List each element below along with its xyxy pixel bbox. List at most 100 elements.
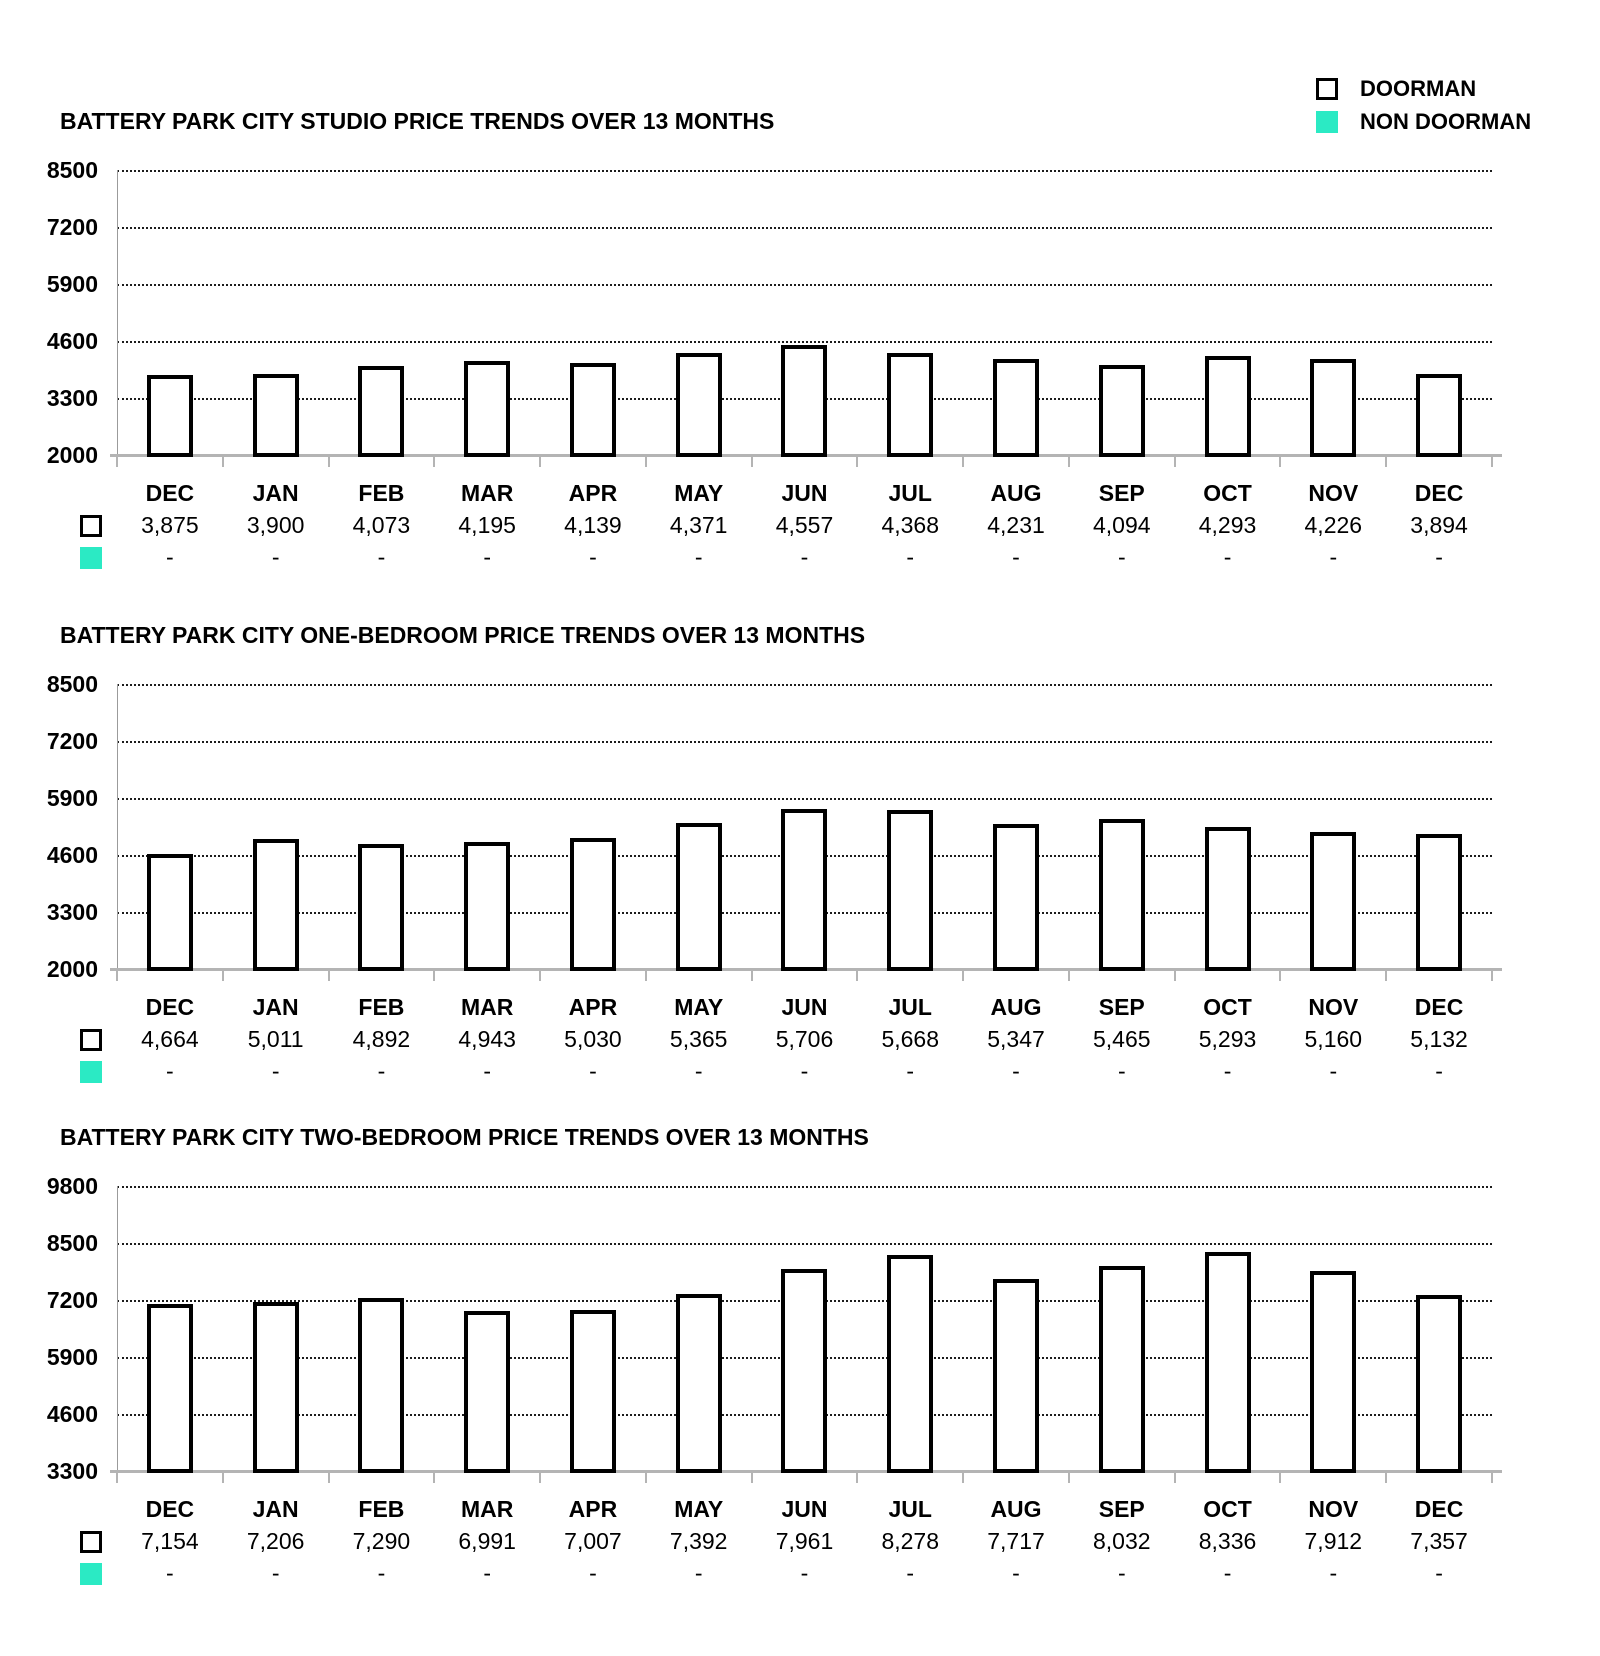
x-axis-tick xyxy=(1279,456,1281,467)
month-label-row-cell: DEC xyxy=(145,994,195,1020)
gridline xyxy=(117,227,1492,229)
non-doorman-row-marker-icon xyxy=(80,1061,102,1083)
non-doorman-value-row-cell: - xyxy=(483,1058,492,1084)
x-axis-tick xyxy=(1491,456,1493,467)
x-axis-tick xyxy=(328,970,330,981)
bar-column xyxy=(1280,684,1386,971)
doorman-bar xyxy=(1416,374,1463,457)
bar-column xyxy=(223,684,329,971)
bar-column xyxy=(1069,684,1175,971)
y-axis-tick-label: 2000 xyxy=(46,956,98,982)
doorman-value-row-cell: 5,365 xyxy=(669,1026,728,1052)
doorman-value-row-cell: 8,278 xyxy=(881,1528,940,1554)
month-label-row: DEC JAN FEB MAR APR MAY JUN JUL AUG SEP OCT NOV DEC xyxy=(117,1496,1492,1523)
doorman-bar xyxy=(464,361,511,457)
non-doorman-value-row-cell: - xyxy=(1435,1058,1443,1084)
non-doorman-value-row-cell: - xyxy=(1223,544,1232,570)
month-label-row-cell: JUN xyxy=(781,480,828,506)
non-doorman-value-row-cell: - xyxy=(1012,544,1020,570)
month-label-row-cell: JAN xyxy=(252,994,299,1020)
bar-column xyxy=(646,170,752,457)
bar-column xyxy=(857,170,963,457)
doorman-value-row-cell: 5,706 xyxy=(775,1026,834,1052)
doorman-value-row-cell: 5,465 xyxy=(1092,1026,1151,1052)
x-axis-tick xyxy=(645,970,647,981)
doorman-bar xyxy=(675,353,722,457)
doorman-bar xyxy=(1204,1252,1251,1473)
doorman-bar xyxy=(781,809,828,971)
doorman-value-row-cell: 4,139 xyxy=(564,512,622,538)
x-axis-tick xyxy=(1385,1472,1387,1483)
non-doorman-value-row-cell: - xyxy=(377,1058,386,1084)
non-doorman-value-row-cell: - xyxy=(166,544,174,570)
month-label-row-cell: MAR xyxy=(460,994,514,1020)
bar-column xyxy=(223,170,329,457)
doorman-bar xyxy=(781,345,828,457)
doorman-value-row-cell: 4,892 xyxy=(352,1026,411,1052)
doorman-value-row-cell: 5,293 xyxy=(1198,1026,1257,1052)
gridline xyxy=(117,684,1492,686)
month-label-row-cell: MAY xyxy=(674,994,724,1020)
doorman-bar xyxy=(464,842,511,971)
y-axis-tick-label: 2000 xyxy=(46,442,98,468)
x-axis-tick xyxy=(222,1472,224,1483)
doorman-value-row-cell: 3,900 xyxy=(246,512,305,538)
y-axis-tick-label: 7200 xyxy=(46,728,98,754)
non-doorman-value-row-cell: - xyxy=(377,544,386,570)
doorman-value-row-cell: 5,347 xyxy=(987,1026,1045,1052)
gridline xyxy=(117,798,1492,800)
non-doorman-value-row: ------------- xyxy=(117,1058,1492,1085)
doorman-bar xyxy=(993,824,1039,971)
non-doorman-value-row-cell: - xyxy=(1329,1560,1338,1586)
bar-column xyxy=(434,170,540,457)
doorman-value-row-cell: 7,290 xyxy=(352,1528,411,1554)
month-label-row-cell: MAR xyxy=(460,1496,514,1522)
doorman-value-row-cell: 8,032 xyxy=(1092,1528,1151,1554)
legend-item-non-doorman: NON DOORMAN xyxy=(1316,109,1531,135)
non-doorman-value-row-cell: - xyxy=(1329,1058,1338,1084)
non-doorman-value-row-cell: - xyxy=(906,544,915,570)
y-axis-tick-label: 4600 xyxy=(46,842,98,868)
y-axis-tick-label: 3300 xyxy=(46,385,98,411)
non-doorman-value-row-cell: - xyxy=(1117,544,1126,570)
doorman-bar xyxy=(358,1298,405,1473)
bar-column xyxy=(540,684,646,971)
x-axis-tick xyxy=(962,456,964,467)
bar-column xyxy=(540,170,646,457)
doorman-value-row-cell: 4,943 xyxy=(458,1026,516,1052)
y-axis-tick-label: 4600 xyxy=(46,328,98,354)
x-axis-tick xyxy=(1174,1472,1176,1483)
doorman-bar xyxy=(252,839,299,971)
x-axis-tick xyxy=(1491,1472,1493,1483)
x-axis-tick xyxy=(433,456,435,467)
y-axis-tick-label: 3300 xyxy=(46,1458,98,1484)
doorman-value-row-cell: 5,668 xyxy=(881,1026,940,1052)
bar-column xyxy=(117,1186,223,1473)
x-axis-tick xyxy=(116,1472,118,1483)
doorman-bar xyxy=(781,1269,828,1473)
month-label-row: DEC JAN FEB MAR APR MAY JUN JUL AUG SEP OCT NOV DEC xyxy=(117,994,1492,1021)
x-axis-tick xyxy=(1068,456,1070,467)
plot-box xyxy=(110,684,1502,981)
non-doorman-value-row-cell: - xyxy=(1223,1560,1232,1586)
x-axis-tick xyxy=(222,456,224,467)
legend-item-doorman: DOORMAN xyxy=(1316,76,1531,102)
non-doorman-value-row-cell: - xyxy=(906,1560,915,1586)
x-axis-tick xyxy=(328,456,330,467)
bar-column xyxy=(1175,170,1281,457)
doorman-value-row-cell: 5,030 xyxy=(564,1026,622,1052)
gridline xyxy=(117,1186,1492,1188)
doorman-swatch-icon xyxy=(1316,78,1338,100)
bar-column xyxy=(1280,170,1386,457)
doorman-value-row-cell: 4,226 xyxy=(1304,512,1363,538)
month-label-row-cell: SEP xyxy=(1098,1496,1145,1522)
x-axis-tick xyxy=(751,456,753,467)
doorman-value-row-cell: 7,717 xyxy=(987,1528,1045,1554)
y-axis-tick-label: 3300 xyxy=(46,899,98,925)
non-doorman-value-row-cell: - xyxy=(589,544,597,570)
x-axis-tick xyxy=(1174,456,1176,467)
doorman-row-marker-icon xyxy=(80,515,102,537)
doorman-bar xyxy=(675,823,722,971)
gridline xyxy=(117,170,1492,172)
non-doorman-value-row-cell: - xyxy=(906,1058,915,1084)
